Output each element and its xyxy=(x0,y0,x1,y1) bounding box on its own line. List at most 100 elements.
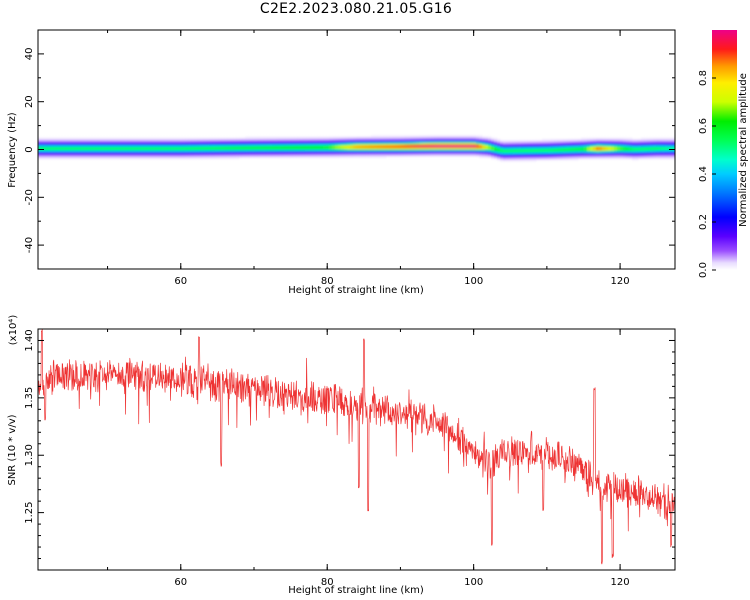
spectrogram-cell xyxy=(296,141,300,144)
spectrogram-cell xyxy=(242,151,246,153)
spectrogram-cell xyxy=(170,140,174,143)
spectrogram-cell xyxy=(41,151,45,153)
spectrogram-cell xyxy=(197,153,201,156)
spectrogram-cell xyxy=(203,141,207,144)
spectrogram-cell xyxy=(659,157,663,159)
spectrogram-cell xyxy=(92,147,96,150)
spectrogram-cell xyxy=(98,141,102,144)
spectrogram-cell xyxy=(74,146,78,149)
spectrogram-cell xyxy=(647,153,651,156)
spectrogram-cell xyxy=(44,145,48,147)
spectrogram-cell xyxy=(626,157,630,159)
spectrogram-cell xyxy=(143,139,147,141)
spectrogram-cell xyxy=(38,145,42,147)
spectrogram-cell xyxy=(566,157,570,159)
spectrogram-cell xyxy=(296,147,300,150)
spectrogram-cell xyxy=(638,144,642,146)
spectrogram-cell xyxy=(74,140,78,143)
spectrogram-cell xyxy=(185,141,189,144)
spectrogram-cell xyxy=(47,152,51,154)
spectrogram-cell xyxy=(305,152,309,154)
spectrogram-cell xyxy=(374,150,378,152)
spectrogram-cell xyxy=(245,144,249,146)
spectrogram-cell xyxy=(518,144,522,146)
spectrogram-cell xyxy=(401,142,405,145)
spectrogram-cell xyxy=(467,138,471,140)
spectrogram-cell xyxy=(248,144,252,146)
spectrogram-cell xyxy=(107,152,111,154)
spectrogram-cell xyxy=(161,145,165,147)
spectrogram-cell xyxy=(230,145,234,147)
spectrogram-cell xyxy=(281,147,285,150)
spectrogram-cell xyxy=(512,150,516,152)
spectrogram-cell xyxy=(419,146,423,149)
spectrogram-cell xyxy=(221,152,225,154)
spectrogram-cell xyxy=(419,138,423,140)
spectrogram-cell xyxy=(236,153,240,156)
spectrogram-cell xyxy=(470,142,474,145)
spectrogram-cell xyxy=(533,159,537,162)
spectrogram-cell xyxy=(536,140,540,143)
spectrogram-cell xyxy=(389,139,393,141)
spectrogram-cell xyxy=(44,144,48,146)
spectrogram-cell xyxy=(218,150,222,152)
spectrogram-cell xyxy=(359,148,363,151)
spectrogram-cell xyxy=(104,147,108,150)
spectrogram-cell xyxy=(563,142,567,145)
spectrogram-cell xyxy=(494,151,498,153)
spectrogram-cell xyxy=(152,148,156,151)
spectrogram-cell xyxy=(584,139,588,141)
spectrogram-cell xyxy=(203,145,207,147)
spectrogram-cell xyxy=(581,141,585,144)
spectrogram-cell xyxy=(152,150,156,152)
spectrogram-cell xyxy=(620,144,624,146)
spectrogram-cell xyxy=(335,136,339,139)
spectrogram-cell xyxy=(656,148,660,151)
spectrogram-cell xyxy=(98,154,102,157)
spectrogram-cell xyxy=(128,147,132,150)
spectrogram-cell xyxy=(395,142,399,145)
spectrogram-cell xyxy=(95,154,99,157)
spectrogram-cell xyxy=(179,153,183,156)
spectrogram-cell xyxy=(353,140,357,143)
spectrogram-cell xyxy=(404,138,408,140)
spectrogram-cell xyxy=(632,146,636,149)
spectrogram-cell xyxy=(332,141,336,144)
spectrogram-cell xyxy=(293,152,297,154)
spectrogram-cell xyxy=(422,145,426,147)
spectrogram-cell xyxy=(350,156,354,158)
spectrogram-cell xyxy=(350,147,354,150)
spectrogram-cell xyxy=(485,154,489,157)
spectrogram-cell xyxy=(629,147,633,150)
spectrogram-cell xyxy=(623,148,627,151)
spectrogram-cell xyxy=(353,144,357,146)
spectrogram-cell xyxy=(374,139,378,141)
spectrogram-cell xyxy=(347,147,351,150)
spectrogram-cell xyxy=(653,152,657,154)
spectrogram-cell xyxy=(512,145,516,147)
spectrogram-cell xyxy=(320,151,324,153)
spectrogram-cell xyxy=(563,139,567,141)
spectrogram-cell xyxy=(431,153,435,156)
spectrogram-cell xyxy=(302,148,306,151)
spectrogram-cell xyxy=(443,136,447,139)
spectrogram-cell xyxy=(509,140,513,143)
spectrogram-cell xyxy=(590,139,594,141)
spectrogram-cell xyxy=(518,151,522,153)
spectrogram-cell xyxy=(638,147,642,150)
spectrogram-cell xyxy=(257,152,261,154)
spectrogram-cell xyxy=(167,144,171,146)
spectrogram-cell xyxy=(245,140,249,143)
spectrogram-cell xyxy=(173,156,177,158)
spectrogram-cell xyxy=(137,156,141,158)
spectrogram-cell xyxy=(476,148,480,151)
spectrogram-cell xyxy=(170,139,174,141)
spectrogram-cell xyxy=(56,138,60,140)
spectrogram-cell xyxy=(548,146,552,149)
spectrogram-cell xyxy=(311,136,315,139)
spectrogram-cell xyxy=(41,147,45,150)
spectrogram-cell xyxy=(242,150,246,152)
spectrogram-cell xyxy=(560,153,564,156)
spectrogram-cell xyxy=(227,153,231,156)
spectrogram-cell xyxy=(542,153,546,156)
